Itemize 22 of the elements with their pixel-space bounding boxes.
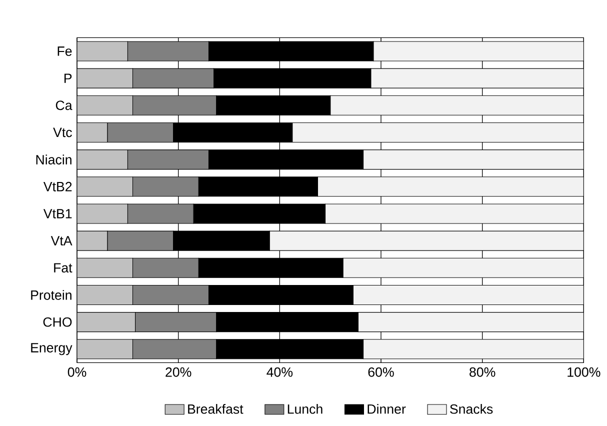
y-tick-label: Energy (31, 343, 72, 356)
y-tick-label: Fat (54, 263, 72, 273)
x-tick-label: 60% (368, 367, 394, 377)
y-tick-label: Vtc (53, 128, 72, 138)
x-tick-label: 20% (166, 367, 192, 377)
y-tick-label: Fe (58, 46, 72, 56)
x-tick-label: 100% (568, 367, 600, 377)
legend-label: Breakfast (188, 404, 244, 414)
y-tick-label: Protein (31, 290, 72, 300)
y-tick-label: P (64, 74, 72, 83)
y-tick-label: CHO (43, 317, 72, 327)
x-tick-label: 40% (266, 367, 293, 377)
y-tick-label: VtB1 (43, 209, 72, 218)
legend-label: Lunch (288, 404, 322, 414)
legend-label: Snacks (450, 404, 493, 414)
y-tick-label: Niacin (36, 154, 72, 164)
x-tick-label: 0% (68, 367, 86, 377)
y-tick-label: VtA (50, 236, 72, 246)
legend-label: Dinner (368, 404, 406, 414)
y-tick-label: Ca (56, 100, 72, 110)
x-tick-label: 80% (470, 367, 496, 377)
y-tick-label: VtB2 (43, 182, 72, 192)
